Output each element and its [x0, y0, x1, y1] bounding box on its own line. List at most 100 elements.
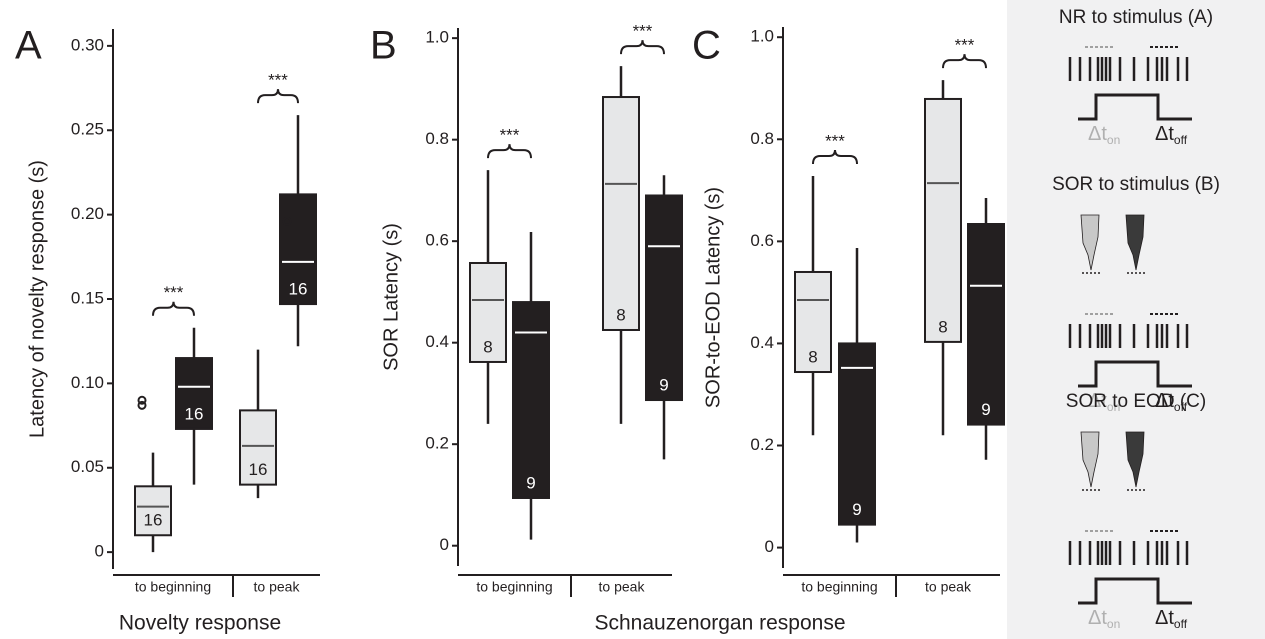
x-tick-label: to beginning [801, 579, 877, 595]
stimulus-trace [1078, 577, 1192, 605]
dt-off-base: Δt [1155, 123, 1174, 145]
y-tick-label: 0.4 [425, 332, 449, 351]
y-tick-label: 0 [440, 535, 449, 554]
box [279, 193, 317, 306]
y-tick-label: 0.8 [750, 129, 774, 148]
fish-snout [1125, 214, 1145, 271]
n-label: 16 [185, 404, 204, 423]
significance-label: *** [955, 36, 975, 55]
dt-off-base: Δt [1155, 390, 1174, 412]
box [175, 357, 213, 430]
outlier [137, 400, 147, 410]
significance-brace [257, 89, 299, 104]
dt-on-base: Δt [1088, 607, 1107, 629]
y-tick-label: 0.05 [71, 457, 104, 476]
x-tick-label: to peak [599, 579, 646, 595]
box [134, 485, 172, 537]
x-tick-label: to peak [925, 579, 972, 595]
y-tick-label: 0.10 [71, 373, 104, 392]
dt-off-sub: off [1174, 400, 1188, 414]
y-tick-label: 0.25 [71, 120, 104, 139]
significance-label: *** [633, 22, 653, 41]
significance-label: *** [164, 283, 184, 302]
schematic-title: SOR to EOD (C) [1066, 391, 1206, 412]
panel-label: C [692, 24, 721, 68]
dt-off-sub: off [1174, 617, 1188, 631]
significance-brace [152, 301, 195, 316]
y-axis-title: SOR-to-EOD Latency (s) [702, 187, 724, 408]
significance-label: *** [268, 71, 288, 90]
y-tick-label: 0.20 [71, 204, 104, 223]
significance-brace [942, 54, 987, 69]
n-label: 16 [249, 460, 268, 479]
y-tick-label: 0 [95, 542, 104, 561]
y-axis-title: SOR Latency (s) [380, 223, 402, 371]
y-tick-label: 0.8 [425, 129, 449, 148]
dt-off: Δtoff [1155, 607, 1188, 631]
dt-on-base: Δt [1088, 123, 1107, 145]
dt-on: Δton [1088, 123, 1120, 147]
box [794, 270, 832, 374]
n-label: 8 [938, 317, 947, 336]
y-tick-label: 0.6 [425, 231, 449, 250]
significance-label: *** [825, 132, 845, 151]
box [469, 261, 507, 363]
y-tick-label: 1.0 [425, 28, 449, 47]
n-label: 8 [616, 305, 625, 324]
x-tick-label: to peak [254, 579, 301, 595]
x-tick-label: to beginning [476, 579, 552, 595]
panel-label: B [370, 24, 397, 68]
y-tick-label: 0.2 [425, 434, 449, 453]
outlier [137, 395, 147, 405]
n-label: 8 [483, 337, 492, 356]
y-tick-label: 0.15 [71, 288, 104, 307]
box [512, 301, 550, 499]
schematic-title: NR to stimulus (A) [1059, 7, 1213, 28]
dt-off: Δtoff [1155, 123, 1188, 147]
n-label: 16 [289, 280, 308, 299]
dt-off-base: Δt [1155, 607, 1174, 629]
dt-off: Δtoff [1155, 390, 1188, 414]
stimulus-trace [1078, 360, 1192, 388]
y-tick-label: 0 [765, 537, 774, 556]
box [239, 409, 277, 486]
box [602, 96, 640, 331]
dt-on-base: Δt [1088, 390, 1107, 412]
dt-on-sub: on [1107, 133, 1120, 147]
y-tick-label: 0.2 [750, 435, 774, 454]
dt-on-sub: on [1107, 617, 1120, 631]
dt-off-sub: off [1174, 133, 1188, 147]
x-tick-label: to beginning [135, 579, 211, 595]
n-label: 9 [981, 400, 990, 419]
fish-snout [1125, 431, 1145, 488]
significance-label: *** [500, 126, 520, 145]
y-tick-label: 0.6 [750, 231, 774, 250]
x-axis-title: Novelty response [119, 612, 281, 635]
schematic-background [1007, 0, 1265, 639]
y-axis-title: Latency of novelty response (s) [26, 160, 48, 438]
x-axis-title: Schnauzenorgan response [594, 612, 845, 635]
n-label: 8 [808, 347, 817, 366]
significance-brace [620, 40, 665, 55]
box [924, 97, 962, 343]
y-tick-label: 0.4 [750, 333, 774, 352]
box [967, 223, 1005, 426]
n-label: 16 [144, 511, 163, 530]
significance-brace [487, 144, 532, 159]
y-tick-label: 0.30 [71, 35, 104, 54]
y-tick-label: 1.0 [750, 27, 774, 46]
n-label: 9 [526, 473, 535, 492]
schematic-title: SOR to stimulus (B) [1052, 174, 1220, 195]
box [838, 342, 876, 526]
n-label: 9 [659, 376, 668, 395]
panel-label: A [15, 24, 42, 68]
dt-on-sub: on [1107, 400, 1120, 414]
fish-snout [1080, 214, 1100, 271]
outlier [282, 216, 292, 226]
dt-on: Δton [1088, 390, 1120, 414]
dt-on: Δton [1088, 607, 1120, 631]
box [645, 194, 683, 402]
fish-snout [1080, 431, 1100, 488]
n-label: 9 [852, 500, 861, 519]
